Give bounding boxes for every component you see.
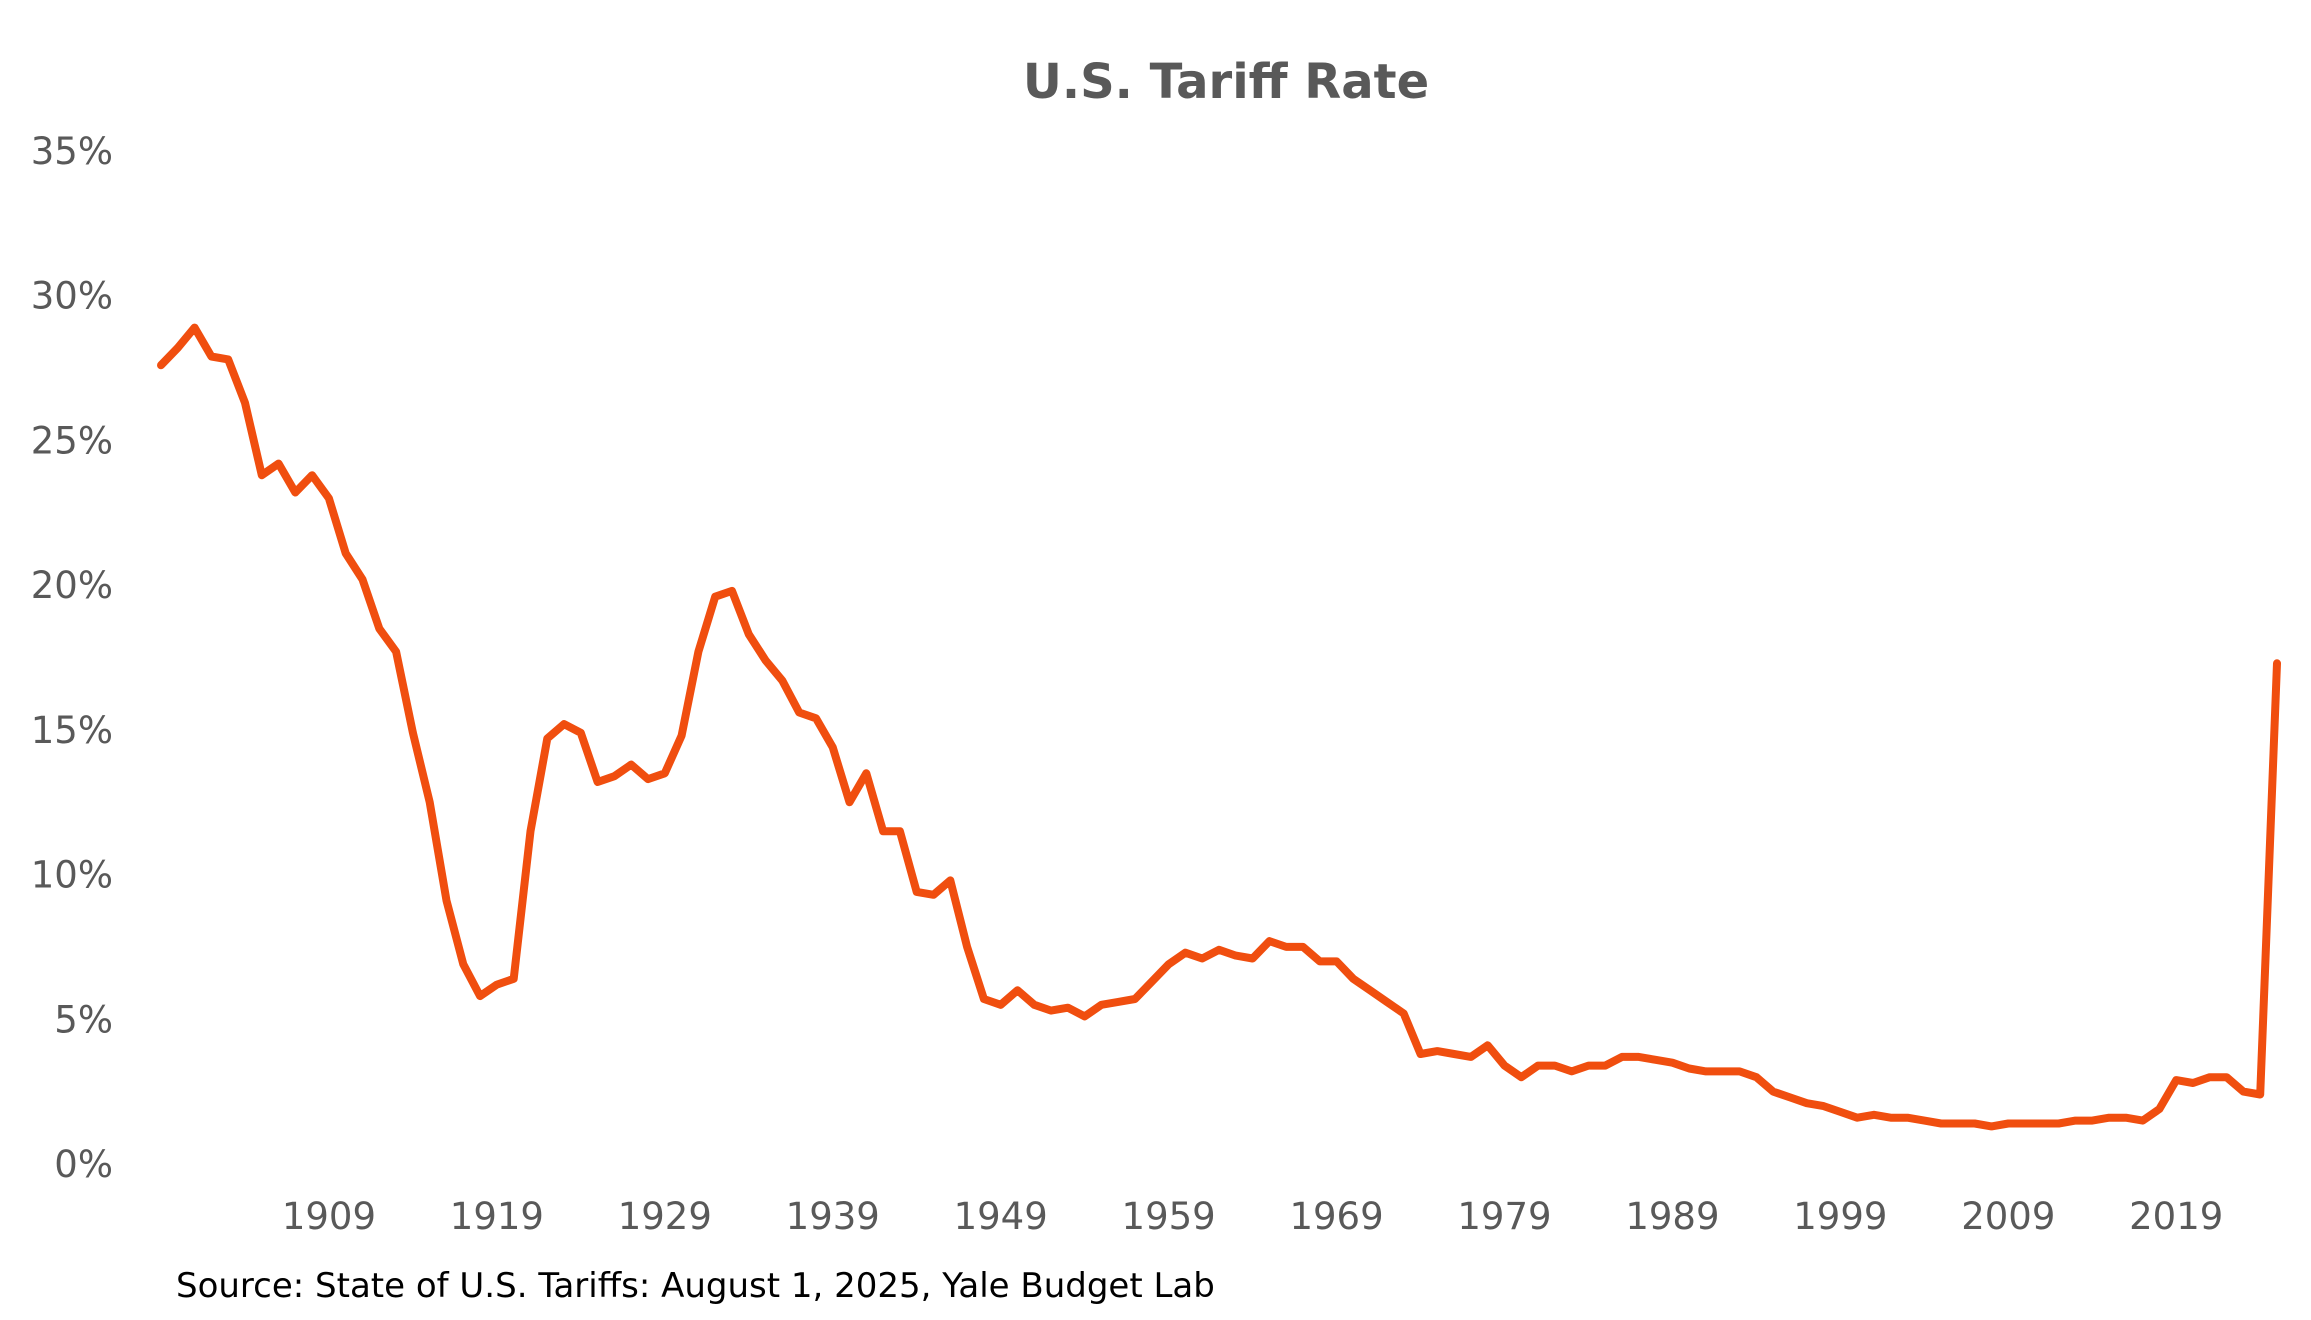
x-tick-label: 1929 [618, 1195, 712, 1238]
y-tick-label: 0% [54, 1143, 113, 1186]
chart-title: U.S. Tariff Rate [1023, 54, 1429, 110]
x-tick-label: 1949 [954, 1195, 1048, 1238]
y-tick-label: 20% [31, 564, 113, 607]
y-tick-label: 35% [31, 130, 113, 173]
x-tick-label: 1979 [1457, 1195, 1551, 1238]
x-tick-label: 1989 [1625, 1195, 1719, 1238]
x-tick-label: 1919 [450, 1195, 544, 1238]
source-note: Source: State of U.S. Tariffs: August 1,… [176, 1266, 1215, 1306]
y-tick-label: 5% [54, 998, 113, 1041]
x-tick-label: 1969 [1289, 1195, 1383, 1238]
x-tick-label: 1909 [282, 1195, 376, 1238]
x-tick-label: 1959 [1122, 1195, 1216, 1238]
x-tick-label: 2009 [1961, 1195, 2055, 1238]
y-tick-label: 30% [31, 275, 113, 318]
y-axis: 0% 5% 10% 15% 20% 25% 30% 35% [31, 130, 113, 1186]
x-axis: 1909 1919 1929 1939 1949 1959 1969 1979 1989 1999… [282, 1195, 2223, 1238]
series-line-tariff-rate [157, 323, 2281, 1131]
y-tick-label: 25% [31, 419, 113, 462]
x-tick-label: 1999 [1793, 1195, 1887, 1238]
y-tick-label: 15% [31, 709, 113, 752]
y-tick-label: 10% [31, 854, 113, 897]
x-tick-label: 2019 [2129, 1195, 2223, 1238]
data-points [160, 327, 2278, 1127]
x-tick-label: 1939 [786, 1195, 880, 1238]
